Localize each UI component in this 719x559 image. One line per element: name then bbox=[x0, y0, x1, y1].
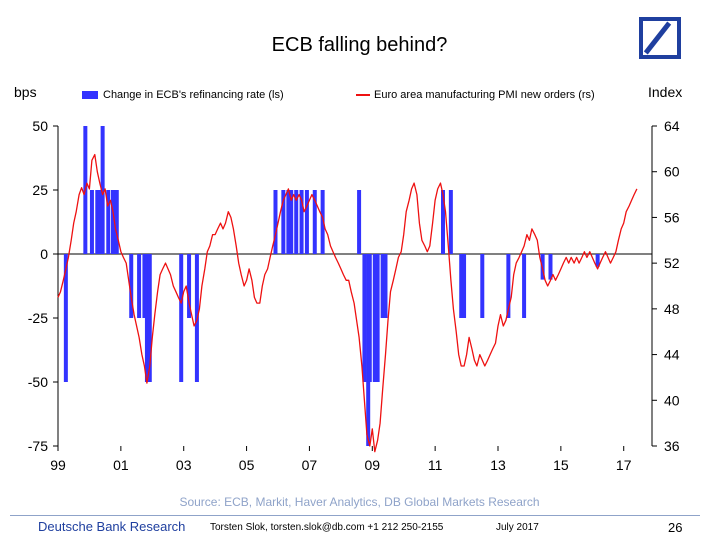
left-axis-unit: bps bbox=[14, 84, 37, 100]
right-axis-tick-label: 56 bbox=[664, 209, 680, 225]
bar-refi-rate-change bbox=[106, 190, 111, 254]
page-number: 26 bbox=[668, 520, 683, 535]
bar-refi-rate-change bbox=[506, 254, 511, 318]
bar-refi-rate-change bbox=[147, 254, 152, 382]
bar-refi-rate-change bbox=[179, 254, 184, 382]
bar-refi-rate-change bbox=[372, 254, 377, 382]
right-axis-tick-label: 48 bbox=[664, 301, 680, 317]
bar-refi-rate-change bbox=[142, 254, 147, 318]
x-axis-tick-label: 03 bbox=[176, 457, 192, 473]
left-axis-tick-label: 50 bbox=[32, 118, 48, 134]
x-axis-tick-label: 99 bbox=[50, 457, 66, 473]
bar-refi-rate-change bbox=[294, 190, 299, 254]
bar-refi-rate-change bbox=[111, 190, 115, 254]
bar-refi-rate-change bbox=[367, 254, 372, 382]
left-axis-tick-label: -50 bbox=[28, 374, 48, 390]
bar-refi-rate-change bbox=[357, 190, 362, 254]
legend-label-line: Euro area manufacturing PMI new orders (… bbox=[374, 89, 595, 101]
right-axis-tick-label: 36 bbox=[664, 438, 680, 454]
bar-refi-rate-change bbox=[129, 254, 134, 318]
bar-refi-rate-change bbox=[89, 190, 94, 254]
bar-refi-rate-change bbox=[95, 190, 100, 254]
right-axis-tick-label: 40 bbox=[664, 392, 680, 408]
bar-refi-rate-change bbox=[286, 190, 291, 254]
bar-refi-rate-change bbox=[97, 190, 102, 254]
bar-refi-rate-change bbox=[114, 190, 119, 254]
bar-refi-rate-change bbox=[548, 254, 553, 280]
legend-swatch-line bbox=[356, 94, 370, 96]
left-axis-tick-label: -25 bbox=[28, 310, 48, 326]
bar-refi-rate-change bbox=[480, 254, 485, 318]
bar-refi-rate-change bbox=[312, 190, 317, 254]
right-axis-unit: Index bbox=[648, 84, 683, 100]
bar-refi-rate-change bbox=[362, 254, 367, 382]
bar-refi-rate-change bbox=[375, 254, 380, 382]
right-axis-tick-label: 44 bbox=[664, 347, 680, 363]
footer-contact: Torsten Slok, torsten.slok@db.com +1 212… bbox=[210, 522, 444, 533]
legend-item-bars: Change in ECB's refinancing rate (ls) bbox=[82, 89, 284, 101]
left-axis-tick-label: 0 bbox=[40, 246, 48, 262]
bar-refi-rate-change bbox=[281, 190, 286, 254]
chart-title: ECB falling behind? bbox=[271, 34, 448, 56]
bar-refi-rate-change bbox=[273, 190, 278, 254]
x-axis-tick-label: 13 bbox=[490, 457, 506, 473]
footer-brand: Deutsche Bank Research bbox=[38, 519, 186, 534]
legend-swatch-bar bbox=[82, 91, 98, 99]
footer-date: July 2017 bbox=[496, 522, 539, 533]
bar-refi-rate-change bbox=[100, 126, 105, 254]
x-axis-tick-label: 01 bbox=[113, 457, 129, 473]
bar-refi-rate-change bbox=[299, 190, 304, 254]
bar-refi-rate-change bbox=[380, 254, 385, 318]
bar-refi-rate-change bbox=[383, 254, 388, 318]
bar-refi-rate-change bbox=[187, 254, 192, 318]
x-axis-tick-label: 17 bbox=[616, 457, 632, 473]
line-pmi-new-orders bbox=[57, 153, 638, 453]
deutsche-bank-logo bbox=[639, 17, 681, 59]
bar-refi-rate-change bbox=[462, 254, 467, 318]
left-axis-tick-label: -75 bbox=[28, 438, 48, 454]
footer-divider bbox=[10, 515, 700, 516]
left-axis-tick-label: 25 bbox=[32, 182, 48, 198]
legend-item-line: Euro area manufacturing PMI new orders (… bbox=[356, 89, 595, 101]
bar-refi-rate-change bbox=[448, 190, 453, 254]
x-axis-tick-label: 15 bbox=[553, 457, 569, 473]
bar-refi-rate-change bbox=[137, 254, 142, 318]
bar-refi-rate-change bbox=[441, 190, 445, 254]
x-axis-tick-label: 05 bbox=[239, 457, 255, 473]
x-axis-tick-label: 11 bbox=[428, 457, 443, 473]
bar-refi-rate-change bbox=[63, 254, 68, 382]
source-note: Source: ECB, Markit, Haver Analytics, DB… bbox=[179, 495, 540, 509]
legend-label-bars: Change in ECB's refinancing rate (ls) bbox=[103, 89, 284, 101]
right-axis-tick-label: 52 bbox=[664, 255, 680, 271]
bar-refi-rate-change bbox=[144, 254, 149, 382]
right-axis-tick-label: 64 bbox=[664, 118, 680, 134]
bar-refi-rate-change bbox=[304, 190, 309, 254]
bar-refi-rate-change bbox=[595, 254, 600, 267]
bar-refi-rate-change bbox=[522, 254, 527, 318]
bar-refi-rate-change bbox=[320, 190, 325, 254]
x-axis-tick-label: 07 bbox=[302, 457, 318, 473]
x-axis-tick-label: 09 bbox=[364, 457, 380, 473]
right-axis-tick-label: 60 bbox=[664, 164, 680, 180]
bar-refi-rate-change bbox=[289, 190, 294, 254]
bar-refi-rate-change bbox=[459, 254, 464, 318]
